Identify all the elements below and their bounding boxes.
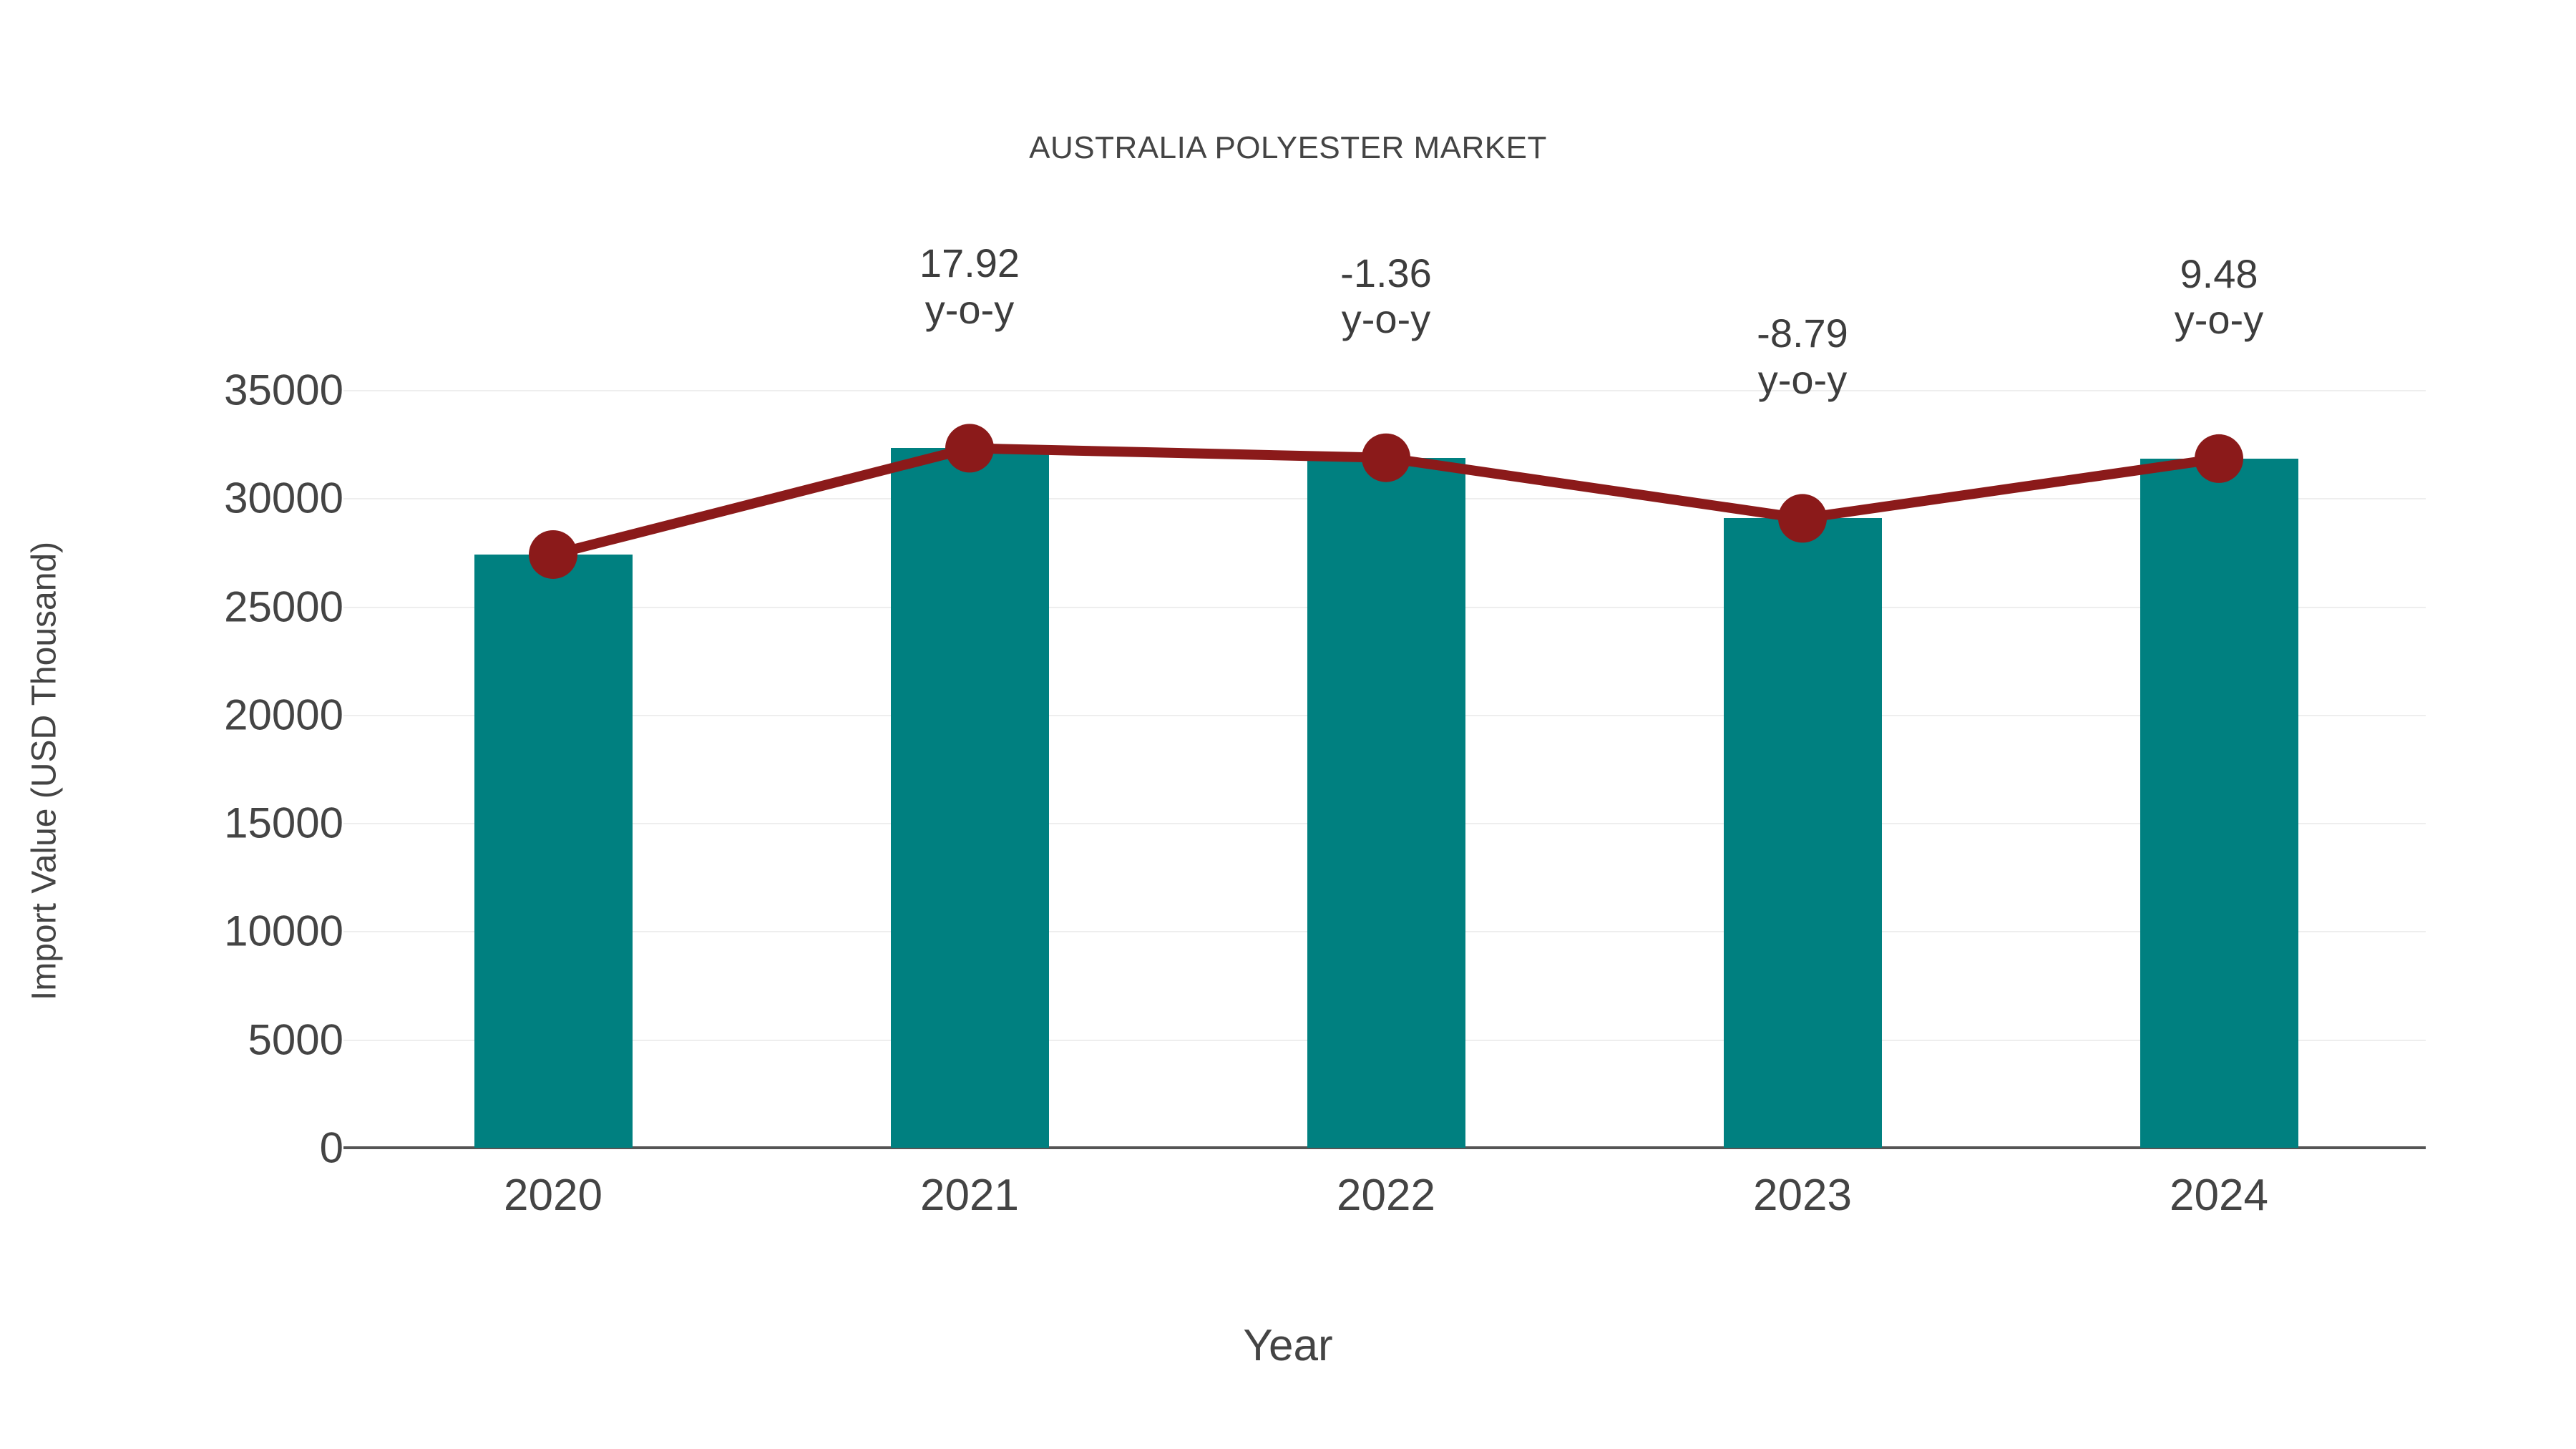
x-axis-tick-label-2023: 2023 <box>1753 1171 1852 1220</box>
yoy-annotation-2023: -8.79 y-o-y <box>1757 311 1848 402</box>
y-axis-tick-label: 20000 <box>224 691 343 739</box>
x-axis-tick-label-2021: 2021 <box>920 1171 1019 1220</box>
yoy-annotation-2021: 17.92 y-o-y <box>919 240 1020 332</box>
yoy-annotation-2022: -1.36 y-o-y <box>1340 250 1432 342</box>
y-axis-tick-label: 10000 <box>224 907 343 955</box>
y-axis-tick-label: 25000 <box>224 582 343 631</box>
y-axis-tick-label: 0 <box>319 1123 343 1172</box>
y-axis-tick-label: 35000 <box>224 366 343 414</box>
bar-2021[interactable] <box>890 448 1049 1148</box>
x-axis-title: Year <box>1243 1321 1333 1370</box>
bar-2024[interactable] <box>2140 458 2298 1148</box>
gridline <box>343 390 2426 391</box>
bar-2022[interactable] <box>1307 457 1465 1148</box>
x-axis-tick-label-2022: 2022 <box>1337 1171 1435 1220</box>
y-axis-tick-label: 5000 <box>248 1015 343 1064</box>
x-axis-tick-label-2020: 2020 <box>504 1171 602 1220</box>
y-axis-tick-label: 30000 <box>224 474 343 522</box>
y-axis-tick-label: 15000 <box>224 799 343 847</box>
x-axis-tick-label-2024: 2024 <box>2170 1171 2268 1220</box>
bar-2023[interactable] <box>1723 518 1882 1148</box>
x-axis-line <box>343 1146 2426 1149</box>
bar-2020[interactable] <box>474 554 633 1148</box>
yoy-annotation-2024: 9.48 y-o-y <box>2174 250 2264 343</box>
chart-title: AUSTRALIA POLYESTER MARKET <box>1029 130 1547 165</box>
